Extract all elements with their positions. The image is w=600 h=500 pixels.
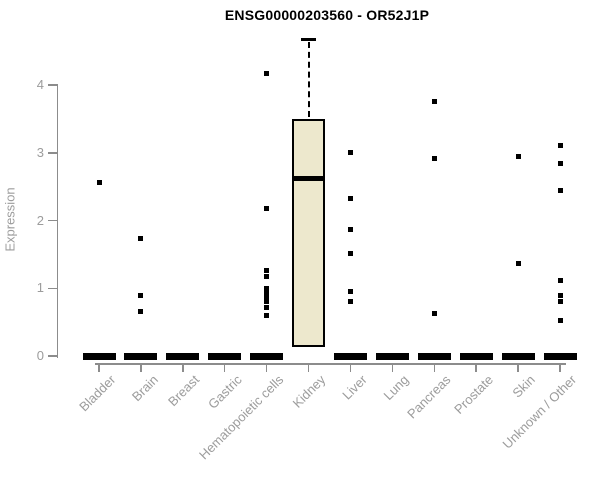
x-axis-tick [559,363,561,372]
data-point [347,195,353,201]
x-axis-tick-label: Lung [380,372,412,404]
zero-expression-bar [166,352,200,360]
data-point [557,317,563,323]
x-axis-tick [307,363,310,372]
x-axis-tick-label: Bladder [76,372,119,415]
x-axis-tick-label: Unknown / Other [500,372,580,452]
x-axis-tick [433,363,436,372]
data-point [264,312,270,318]
y-axis-tick-label: 1 [36,280,44,296]
y-axis-tick [48,287,57,290]
data-point [347,226,353,232]
x-axis-tick [475,363,477,372]
chart-title: ENSG00000203560 - OR52J1P [224,7,430,23]
zero-expression-bar [501,352,535,360]
data-point [96,179,102,185]
data-point [264,305,270,311]
data-point [431,156,437,162]
x-axis-line [95,363,566,365]
zero-expression-bar [250,352,284,360]
data-point [557,188,563,194]
data-point [264,274,270,280]
box-iqr [292,119,326,348]
data-point [515,154,521,160]
x-axis-tick-label: Brain [128,372,161,405]
data-point [138,293,144,299]
x-axis-tick-label: Liver [339,372,371,403]
x-axis-tick [517,363,519,372]
data-point [515,260,521,266]
x-axis-tick [182,363,184,372]
x-axis-tick-label: Breast [165,372,203,410]
data-point [138,309,144,315]
y-axis-tick-label: 0 [36,348,44,363]
x-axis-tick [391,363,394,372]
zero-expression-bar [82,352,116,360]
data-point [347,250,353,256]
data-point [347,288,353,294]
y-axis-tick [48,152,57,154]
x-axis-tick [349,363,352,372]
y-axis-tick [48,355,57,357]
zero-expression-bar [124,352,158,360]
data-point [557,277,563,283]
zero-expression-bar [333,352,367,360]
x-axis-tick-label: Skin [509,372,538,401]
data-point [264,294,270,300]
x-axis-tick [265,363,268,372]
y-axis-tick-label: 3 [36,144,44,160]
upper-whisker [307,41,310,118]
data-point [347,150,353,156]
data-point [264,290,270,296]
data-point [264,268,270,274]
data-point [264,299,270,305]
data-point [557,160,563,166]
x-axis-tick-label: Pancreas [404,372,454,422]
x-axis-tick-label: Gastric [204,372,245,412]
data-point [138,236,144,242]
data-point [557,298,563,304]
zero-expression-bar [375,352,409,360]
data-point [264,205,270,211]
data-point [431,310,437,316]
y-axis-line [56,84,58,358]
data-point [557,292,563,298]
zero-expression-bar [417,352,451,360]
x-axis-tick-label: Prostate [450,372,496,417]
y-axis-tick [48,219,57,222]
y-axis-tick-label: 4 [36,77,44,93]
zero-expression-bar [208,352,242,360]
whisker-cap [301,38,317,42]
zero-expression-bar [459,352,493,360]
data-point [347,298,353,304]
zero-expression-bar [543,352,577,360]
x-axis-tick-label: Kidney [289,372,329,411]
x-axis-tick [140,363,142,372]
x-axis-tick [98,363,100,372]
data-point [431,98,437,104]
data-point [264,71,270,77]
box-median-line [292,176,326,182]
data-point [557,142,563,148]
y-axis-tick-label: 2 [36,212,44,228]
data-point [264,285,270,291]
y-axis-tick [48,84,57,86]
x-axis-tick [223,363,226,372]
